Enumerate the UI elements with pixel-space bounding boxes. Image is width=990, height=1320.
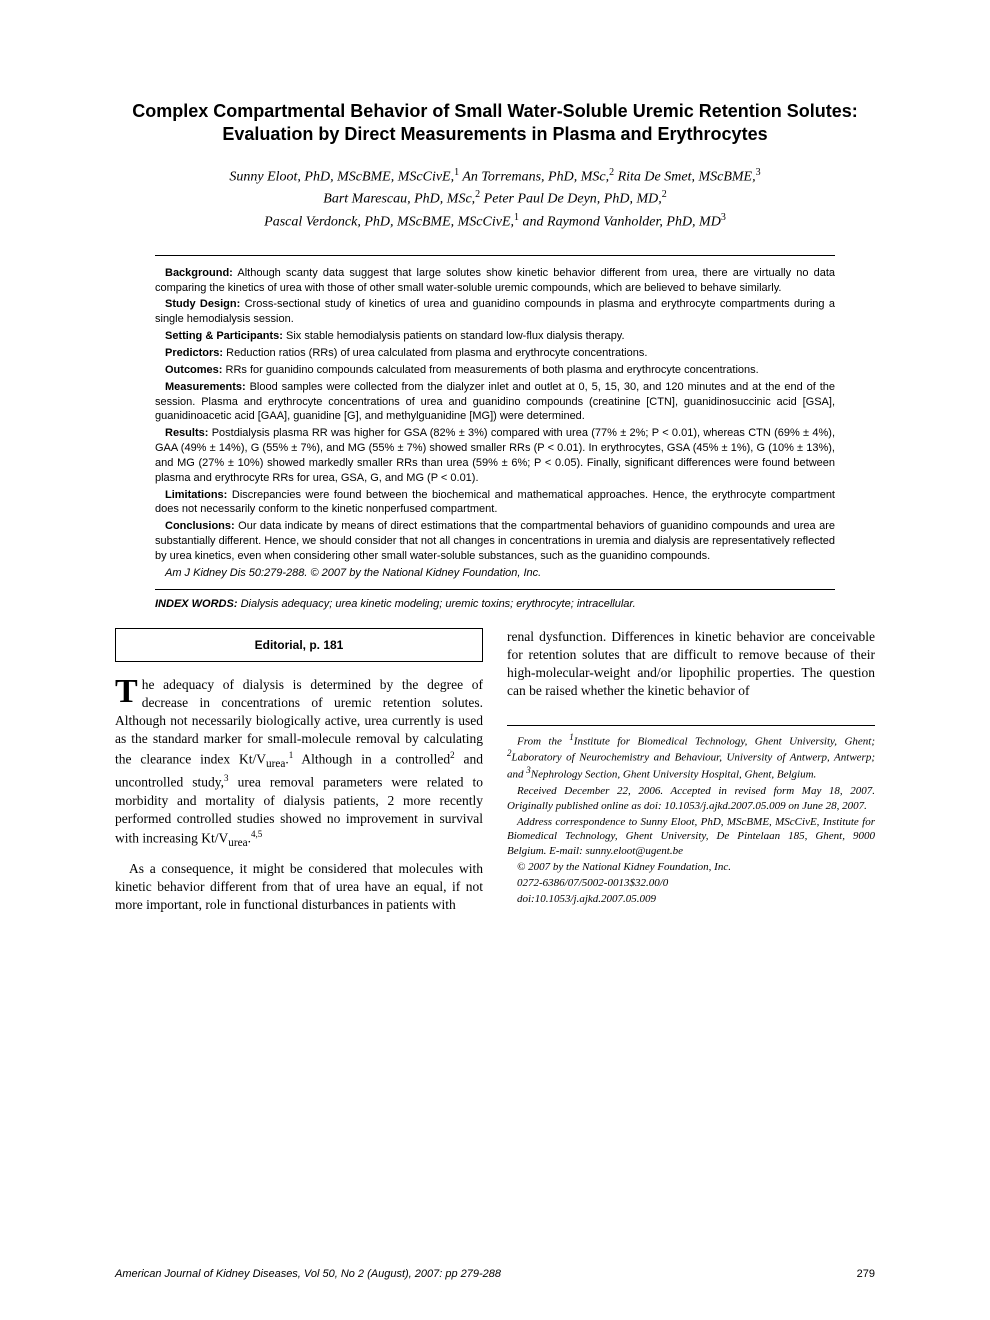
footer-page-number: 279 <box>857 1268 875 1280</box>
authors-block: Sunny Eloot, PhD, MScBME, MScCivE,1 An T… <box>115 165 875 233</box>
ref-45: 4,5 <box>251 829 262 839</box>
text-measurements: Blood samples were collected from the di… <box>155 381 835 423</box>
label-results: Results: <box>165 427 208 439</box>
page-footer: American Journal of Kidney Diseases, Vol… <box>115 1268 875 1280</box>
index-words-label: INDEX WORDS: <box>155 598 238 610</box>
p1-sub1: urea <box>266 758 285 770</box>
abstract-top-rule <box>155 255 835 256</box>
abstract-block: Background: Although scanty data suggest… <box>155 266 835 581</box>
text-results: Postdialysis plasma RR was higher for GS… <box>155 427 835 484</box>
p1-sub2: urea <box>228 837 247 849</box>
abstract-citation: Am J Kidney Dis 50:279-288. © 2007 by th… <box>155 566 835 581</box>
text-conclusions: Our data indicate by means of direct est… <box>155 520 835 562</box>
body-para-3: renal dysfunction. Differences in kineti… <box>507 628 875 701</box>
text-limitations: Discrepancies were found between the bio… <box>155 489 835 516</box>
right-column: renal dysfunction. Differences in kineti… <box>507 628 875 923</box>
label-measurements: Measurements: <box>165 381 246 393</box>
label-outcomes: Outcomes: <box>165 364 222 376</box>
abstract-results: Results: Postdialysis plasma RR was high… <box>155 426 835 485</box>
abstract-predictors: Predictors: Reduction ratios (RRs) of ur… <box>155 346 835 361</box>
body-para-2: As a consequence, it might be considered… <box>115 860 483 915</box>
abstract-setting: Setting & Participants: Six stable hemod… <box>155 329 835 344</box>
affil-received: Received December 22, 2006. Accepted in … <box>507 784 875 813</box>
text-setting: Six stable hemodialysis patients on stan… <box>286 330 625 342</box>
footer-journal: American Journal of Kidney Diseases, Vol… <box>115 1268 501 1280</box>
dropcap: T <box>115 676 142 706</box>
abstract-study-design: Study Design: Cross-sectional study of k… <box>155 297 835 327</box>
affil-address: Address correspondence to Sunny Eloot, P… <box>507 815 875 858</box>
article-title: Complex Compartmental Behavior of Small … <box>115 100 875 147</box>
editorial-box: Editorial, p. 181 <box>115 628 483 662</box>
abstract-measurements: Measurements: Blood samples were collect… <box>155 380 835 425</box>
affil-doi: doi:10.1053/j.ajkd.2007.05.009 <box>507 892 875 906</box>
label-predictors: Predictors: <box>165 347 223 359</box>
label-conclusions: Conclusions: <box>165 520 235 532</box>
index-words-text: Dialysis adequacy; urea kinetic modeling… <box>241 598 636 610</box>
abstract-bottom-rule <box>155 589 835 590</box>
text-background: Although scanty data suggest that large … <box>155 267 835 294</box>
abstract-background: Background: Although scanty data suggest… <box>155 266 835 296</box>
text-study-design: Cross-sectional study of kinetics of ure… <box>155 298 835 325</box>
p1-mid: Although in a controlled <box>293 751 450 766</box>
affil-from: From the 1Institute for Biomedical Techn… <box>507 732 875 783</box>
label-background: Background: <box>165 267 233 279</box>
abstract-limitations: Limitations: Discrepancies were found be… <box>155 488 835 518</box>
text-outcomes: RRs for guanidino compounds calculated f… <box>226 364 759 376</box>
affil-copyright: © 2007 by the National Kidney Foundation… <box>507 860 875 874</box>
body-columns: Editorial, p. 181 The adequacy of dialys… <box>115 628 875 923</box>
affil-issn: 0272-6386/07/5002-0013$32.00/0 <box>507 876 875 890</box>
label-setting: Setting & Participants: <box>165 330 283 342</box>
label-limitations: Limitations: <box>165 489 227 501</box>
index-words: INDEX WORDS: Dialysis adequacy; urea kin… <box>155 598 835 610</box>
text-predictors: Reduction ratios (RRs) of urea calculate… <box>226 347 647 359</box>
body-para-1: The adequacy of dialysis is determined b… <box>115 676 483 852</box>
left-column: Editorial, p. 181 The adequacy of dialys… <box>115 628 483 923</box>
label-study-design: Study Design: <box>165 298 240 310</box>
abstract-conclusions: Conclusions: Our data indicate by means … <box>155 519 835 564</box>
abstract-outcomes: Outcomes: RRs for guanidino compounds ca… <box>155 363 835 378</box>
affiliations-block: From the 1Institute for Biomedical Techn… <box>507 725 875 907</box>
